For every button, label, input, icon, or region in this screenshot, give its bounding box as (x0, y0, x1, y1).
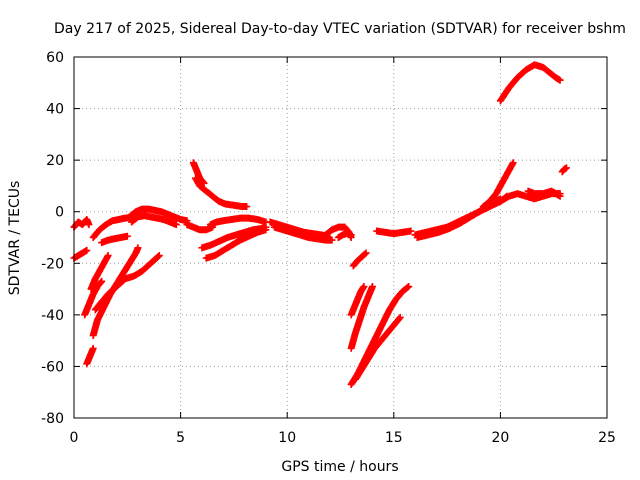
series-arc-2 (70, 246, 91, 262)
series-arc-24 (347, 282, 376, 352)
data-point-marker (243, 203, 251, 211)
series-arc-15 (206, 214, 270, 229)
data-point-marker (154, 253, 162, 261)
y-tick-label: -20 (41, 256, 64, 272)
data-point-marker (104, 252, 112, 260)
series-arc-12 (183, 221, 217, 234)
y-tick-label: -40 (41, 308, 64, 324)
data-point-marker (360, 282, 368, 290)
data-point-marker (172, 221, 180, 229)
data-point-marker (123, 232, 131, 240)
data-point-marker (328, 236, 336, 244)
x-tick-label: 10 (278, 430, 296, 446)
data-point-marker (395, 315, 403, 323)
series-arc-34 (558, 164, 570, 176)
series-arc-5 (87, 252, 112, 293)
y-tick-label: -80 (41, 411, 64, 427)
data-point-marker (368, 282, 376, 290)
data-point-marker (83, 246, 91, 254)
data-point-marker (98, 277, 106, 285)
y-axis-label: SDTVAR / TECUs (7, 181, 23, 296)
series-arc-19 (270, 223, 336, 244)
data-point-marker (404, 283, 412, 291)
series-arc-14 (192, 174, 251, 211)
x-tick-label: 5 (176, 430, 185, 446)
x-axis-label: GPS time / hours (281, 459, 398, 475)
data-point-marker (562, 164, 570, 172)
y-tick-label: 60 (46, 50, 64, 66)
series-arc-26 (351, 313, 404, 383)
y-tick-label: 40 (46, 102, 64, 118)
data-point-marker (556, 76, 564, 84)
data-point-marker (362, 249, 370, 257)
series-arc-22 (349, 249, 370, 270)
series-arc-32 (524, 187, 564, 200)
data-point-marker (556, 192, 564, 200)
series-arc-33 (496, 61, 564, 105)
series-arc-1 (70, 215, 93, 231)
x-tick-label: 0 (70, 430, 79, 446)
data-point-marker (509, 159, 517, 167)
series-arc-10 (125, 205, 191, 225)
data-point-marker (155, 252, 163, 260)
plot-frame (73, 56, 608, 419)
series-arc-3 (83, 344, 97, 368)
data-point-marker (347, 231, 355, 239)
x-tick-label: 25 (598, 430, 616, 446)
series-arc-7 (91, 252, 163, 314)
data-point-marker (89, 344, 97, 352)
data-point-marker (262, 226, 270, 234)
data-point-marker (134, 244, 142, 252)
series-arc-21 (334, 230, 355, 241)
chart-title: Day 217 of 2025, Sidereal Day-to-day VTE… (54, 21, 626, 37)
x-tick-label: 20 (491, 430, 509, 446)
ticks-layer: 0 5 10 15 20 25 -80 -60 -40 -20 0 20 40 60 (41, 50, 616, 446)
y-tick-label: 20 (46, 153, 64, 169)
x-tick-label: 15 (385, 430, 403, 446)
series-arc-17 (202, 226, 270, 262)
data-point-marker (361, 250, 369, 258)
data-point-marker (407, 227, 415, 235)
data-point-marker (405, 282, 413, 290)
y-tick-label: 0 (55, 205, 64, 221)
data-point-marker (97, 278, 105, 286)
series-arc-27 (373, 227, 415, 238)
series-arc-30 (479, 159, 517, 211)
y-tick-label: -60 (41, 359, 64, 375)
data-point-marker (85, 221, 93, 229)
series-arc-11 (128, 212, 180, 229)
series-arc-9 (98, 232, 131, 247)
data-point-marker (396, 313, 404, 321)
data-layer (70, 61, 570, 388)
series-arc-23 (347, 282, 368, 319)
